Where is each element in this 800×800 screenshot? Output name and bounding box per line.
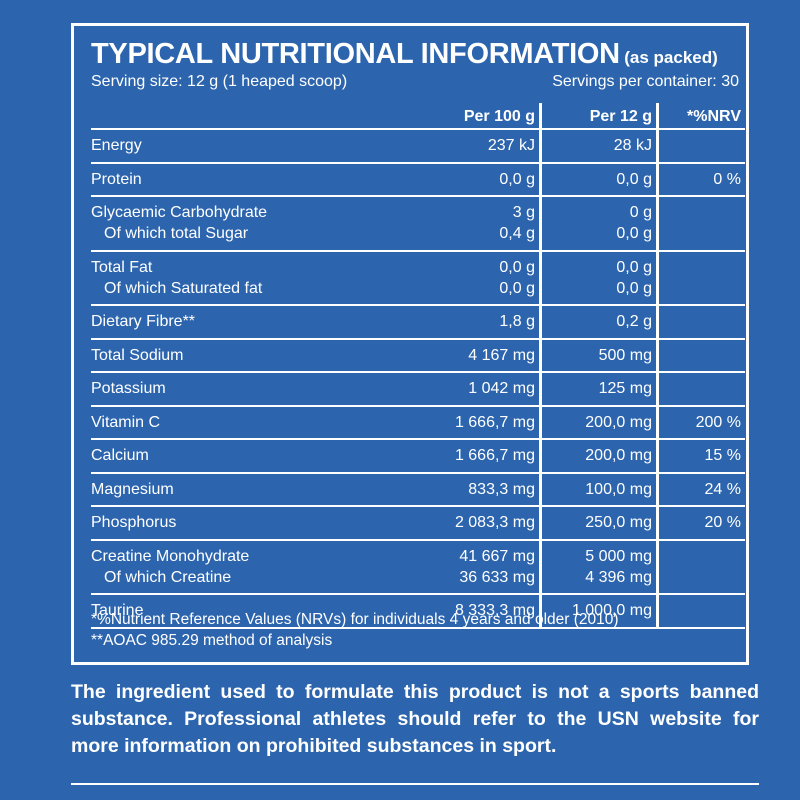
value-perserving: 100,0 mg bbox=[585, 480, 652, 498]
value-perserving: 0 g bbox=[629, 204, 652, 222]
table-divider bbox=[91, 538, 745, 541]
value-perserving: 0,0 g bbox=[616, 258, 652, 276]
panel-title: TYPICAL NUTRITIONAL INFORMATION (as pack… bbox=[91, 38, 718, 71]
nutrient-name: Creatine Monohydrate bbox=[91, 547, 250, 565]
value-per100: 1,8 g bbox=[499, 313, 535, 331]
nutrient-name: Protein bbox=[91, 170, 142, 188]
value-perserving: 500 mg bbox=[598, 346, 652, 364]
value-per100: 0,4 g bbox=[499, 225, 535, 243]
table-divider bbox=[91, 337, 745, 340]
value-perserving: 200,0 mg bbox=[585, 413, 652, 431]
table-divider bbox=[91, 128, 745, 130]
nutrition-panel: TYPICAL NUTRITIONAL INFORMATION (as pack… bbox=[71, 23, 749, 665]
table-divider bbox=[91, 404, 745, 407]
nutrient-name: Glycaemic Carbohydrate bbox=[91, 204, 268, 222]
value-per100: 0,0 g bbox=[499, 279, 535, 297]
table-divider bbox=[91, 626, 745, 629]
value-perserving: 5 000 mg bbox=[585, 547, 652, 565]
column-header-per100: Per 100 g bbox=[463, 108, 535, 125]
value-perserving: 0,0 g bbox=[616, 170, 652, 188]
column-header-per-serving: Per 12 g bbox=[589, 108, 652, 125]
table-divider bbox=[91, 249, 745, 252]
title-main: TYPICAL NUTRITIONAL INFORMATION bbox=[91, 38, 620, 70]
value-nrv: 20 % bbox=[704, 514, 741, 532]
value-nrv: 200 % bbox=[695, 413, 741, 431]
value-nrv: 24 % bbox=[704, 480, 741, 498]
value-per100: 2 083,3 mg bbox=[454, 514, 535, 532]
value-per100: 0,0 g bbox=[499, 170, 535, 188]
title-suffix: (as packed) bbox=[624, 48, 718, 67]
serving-size: Serving size: 12 g (1 heaped scoop) bbox=[91, 73, 348, 90]
nutrient-name: Magnesium bbox=[91, 480, 174, 498]
servings-per-container: Servings per container: 30 bbox=[552, 73, 739, 90]
table-divider bbox=[91, 438, 745, 440]
value-perserving: 125 mg bbox=[598, 380, 652, 398]
value-per100: 1 666,7 mg bbox=[454, 447, 535, 465]
nutrient-name: Of which Creatine bbox=[104, 568, 232, 586]
value-nrv: 0 % bbox=[713, 170, 741, 188]
value-per100: 1 666,7 mg bbox=[454, 413, 535, 431]
column-divider bbox=[656, 103, 659, 629]
value-per100: 8 333,3 mg bbox=[454, 602, 535, 620]
value-perserving: 0,2 g bbox=[616, 313, 652, 331]
footnote-nrv: *%Nutrient Reference Values (NRVs) for i… bbox=[91, 611, 619, 628]
value-per100: 41 667 mg bbox=[459, 547, 535, 565]
nutrient-name: Total Fat bbox=[91, 258, 153, 276]
nutrient-name: Vitamin C bbox=[91, 413, 161, 431]
nutrient-name: Phosphorus bbox=[91, 514, 177, 532]
value-per100: 0,0 g bbox=[499, 258, 535, 276]
value-per100: 36 633 mg bbox=[459, 568, 535, 586]
table-divider bbox=[91, 304, 745, 306]
nutrient-name: Of which total Sugar bbox=[104, 225, 249, 243]
footnote-aoac: **AOAC 985.29 method of analysis bbox=[91, 632, 333, 649]
table-divider bbox=[91, 593, 745, 595]
nutrient-name: Potassium bbox=[91, 380, 166, 398]
nutrient-name: Taurine bbox=[91, 602, 144, 620]
value-per100: 4 167 mg bbox=[468, 346, 535, 364]
value-perserving: 250,0 mg bbox=[585, 514, 652, 532]
column-header-nrv: *%NRV bbox=[687, 108, 741, 125]
nutrient-name: Calcium bbox=[91, 447, 149, 465]
table-divider bbox=[91, 505, 745, 507]
nutrient-name: Of which Saturated fat bbox=[104, 279, 263, 297]
value-per100: 3 g bbox=[512, 204, 535, 222]
bottom-divider bbox=[71, 783, 759, 785]
value-per100: 1 042 mg bbox=[468, 380, 535, 398]
value-perserving: 0,0 g bbox=[616, 225, 652, 243]
value-perserving: 1 000,0 mg bbox=[571, 602, 652, 620]
value-perserving: 200,0 mg bbox=[585, 447, 652, 465]
table-divider bbox=[91, 471, 745, 474]
nutrient-name: Total Sodium bbox=[91, 346, 184, 364]
value-nrv: 15 % bbox=[704, 447, 741, 465]
nutrient-name: Energy bbox=[91, 137, 142, 155]
value-perserving: 0,0 g bbox=[616, 279, 652, 297]
table-divider bbox=[91, 195, 745, 197]
table-divider bbox=[91, 161, 745, 164]
column-divider bbox=[539, 103, 542, 629]
table-divider bbox=[91, 371, 745, 373]
value-per100: 833,3 mg bbox=[468, 480, 535, 498]
disclaimer-text: The ingredient used to formulate this pr… bbox=[71, 681, 759, 757]
value-perserving: 28 kJ bbox=[613, 137, 652, 155]
nutrient-name: Dietary Fibre** bbox=[91, 313, 196, 331]
value-perserving: 4 396 mg bbox=[585, 568, 652, 586]
value-per100: 237 kJ bbox=[487, 137, 535, 155]
